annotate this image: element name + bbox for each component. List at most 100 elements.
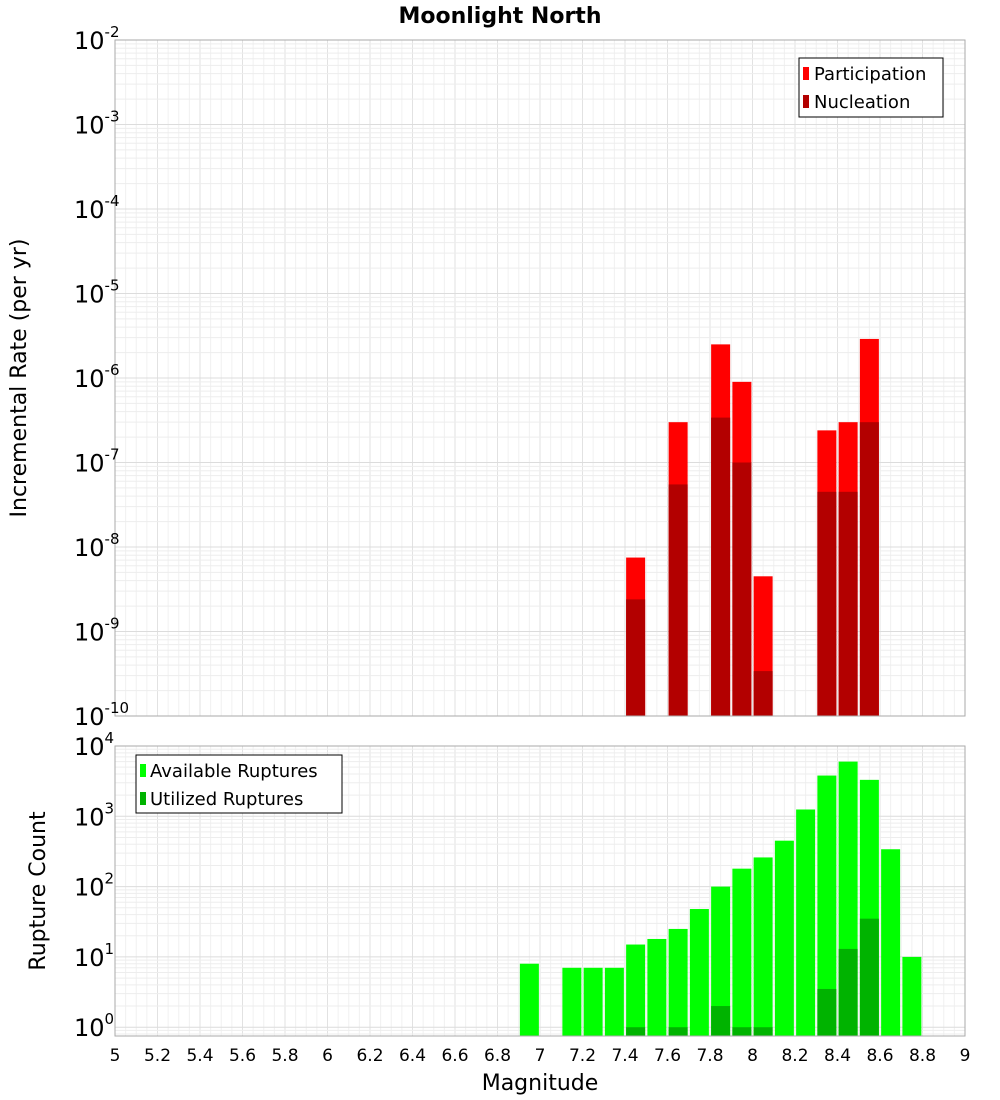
bar-secondary	[753, 1027, 773, 1036]
y-tick-label: 10-9	[74, 615, 120, 647]
bar-secondary	[732, 1027, 752, 1036]
y-tick-exponent: 0	[105, 1010, 115, 1028]
y-tick-exponent: -9	[105, 615, 120, 633]
y-tick-label: 10-2	[74, 23, 120, 55]
y-tick-label: 103	[74, 799, 114, 831]
legend-swatch-utilized	[140, 792, 146, 805]
bar-primary	[583, 967, 603, 1036]
x-tick-label: 5	[110, 1046, 121, 1066]
bar-primary	[753, 857, 773, 1036]
bar-primary	[689, 909, 709, 1036]
x-tick-label: 6	[322, 1046, 333, 1066]
legend-label-available: Available Ruptures	[150, 761, 318, 782]
bar-primary	[668, 928, 688, 1036]
bottom-plot-border	[114, 745, 966, 1037]
y-tick-exponent: -6	[105, 361, 120, 379]
y-tick-label: 10-4	[74, 192, 120, 224]
x-tick-label: 5.2	[144, 1046, 171, 1066]
top-legend: Participation Nucleation	[798, 57, 944, 118]
bar-secondary	[838, 948, 858, 1036]
legend-swatch-available	[140, 764, 146, 777]
bar-secondary	[711, 1006, 731, 1036]
bar-primary	[562, 967, 582, 1036]
x-tick-label: 8.8	[909, 1046, 936, 1066]
x-tick-label: 6.4	[399, 1046, 426, 1066]
y-tick-exponent: 4	[105, 729, 115, 747]
legend-swatch-nucleation	[803, 95, 809, 108]
bar-secondary	[626, 1027, 646, 1036]
bar-primary	[774, 840, 794, 1036]
bar-primary	[711, 886, 731, 1036]
y-tick-exponent: -3	[105, 108, 120, 126]
y-tick-label: 104	[74, 729, 114, 761]
bar-secondary	[859, 918, 879, 1036]
bar-primary	[604, 967, 624, 1036]
y-tick-base: 10	[74, 27, 105, 55]
x-tick-label: 5.6	[229, 1046, 256, 1066]
x-tick-label: 7.2	[569, 1046, 596, 1066]
bar-secondary	[668, 484, 688, 716]
y-tick-base: 10	[74, 450, 105, 478]
bottom-bars	[519, 761, 922, 1036]
x-tick-label: 7	[535, 1046, 546, 1066]
y-tick-exponent: -5	[105, 277, 120, 295]
top-y-tick-labels: 10-210-310-410-510-610-710-810-910-10	[74, 23, 129, 731]
top-plot-border	[114, 39, 966, 717]
y-tick-exponent: 1	[105, 940, 115, 958]
bottom-y-axis-label: Rupture Count	[26, 811, 51, 971]
y-tick-label: 10-8	[74, 530, 120, 562]
y-tick-label: 100	[74, 1010, 114, 1042]
top-bars	[626, 338, 879, 716]
chart-title: Moonlight North	[398, 4, 601, 29]
y-tick-base: 10	[74, 874, 105, 902]
legend-label-nucleation: Nucleation	[814, 92, 910, 113]
y-tick-exponent: -4	[105, 192, 120, 210]
bar-primary	[647, 938, 667, 1036]
y-tick-label: 10-6	[74, 361, 120, 393]
y-tick-base: 10	[74, 944, 105, 972]
y-tick-exponent: 2	[105, 870, 115, 888]
x-tick-label: 7.4	[611, 1046, 638, 1066]
bar-primary	[626, 944, 646, 1036]
y-tick-label: 10-10	[74, 699, 129, 731]
bar-primary	[796, 809, 816, 1036]
y-tick-base: 10	[74, 733, 105, 761]
top-y-axis-label: Incremental Rate (per yr)	[7, 239, 32, 518]
y-tick-base: 10	[74, 803, 105, 831]
x-tick-label: 5.8	[271, 1046, 298, 1066]
x-tick-label: 7.8	[696, 1046, 723, 1066]
x-tick-label: 5.4	[186, 1046, 213, 1066]
y-tick-base: 10	[74, 703, 105, 731]
top-legend-box	[798, 57, 944, 118]
y-tick-base: 10	[74, 1014, 105, 1042]
y-tick-label: 10-7	[74, 446, 120, 478]
x-tick-label: 8.4	[824, 1046, 851, 1066]
y-tick-base: 10	[74, 365, 105, 393]
y-tick-base: 10	[74, 112, 105, 140]
bar-primary	[817, 775, 837, 1036]
x-tick-label: 7.6	[654, 1046, 681, 1066]
bar-secondary	[838, 491, 858, 716]
y-tick-label: 10-5	[74, 277, 120, 309]
bar-primary	[732, 868, 752, 1036]
bar-secondary	[859, 422, 879, 716]
bar-primary	[519, 963, 539, 1036]
bar-secondary	[817, 988, 837, 1036]
bottom-legend-box	[135, 754, 343, 814]
x-tick-label: 6.2	[356, 1046, 383, 1066]
y-tick-exponent: -2	[105, 23, 120, 41]
y-tick-label: 101	[74, 940, 114, 972]
bar-primary	[881, 849, 901, 1036]
legend-swatch-participation	[803, 67, 809, 80]
x-tick-labels: 5 5.2 5.4 5.6 5.8 6 6.2 6.4 6.6 6.8 7 7.2 7.4 7.6 7.8 8…	[110, 1046, 971, 1066]
y-tick-exponent: -10	[105, 699, 130, 717]
bar-secondary	[668, 1027, 688, 1036]
y-tick-base: 10	[74, 196, 105, 224]
legend-label-participation: Participation	[814, 64, 926, 85]
top-panel: 10-210-310-410-510-610-710-810-910-10 In…	[7, 23, 966, 731]
x-tick-label: 8.2	[781, 1046, 808, 1066]
x-tick-label: 8	[747, 1046, 758, 1066]
